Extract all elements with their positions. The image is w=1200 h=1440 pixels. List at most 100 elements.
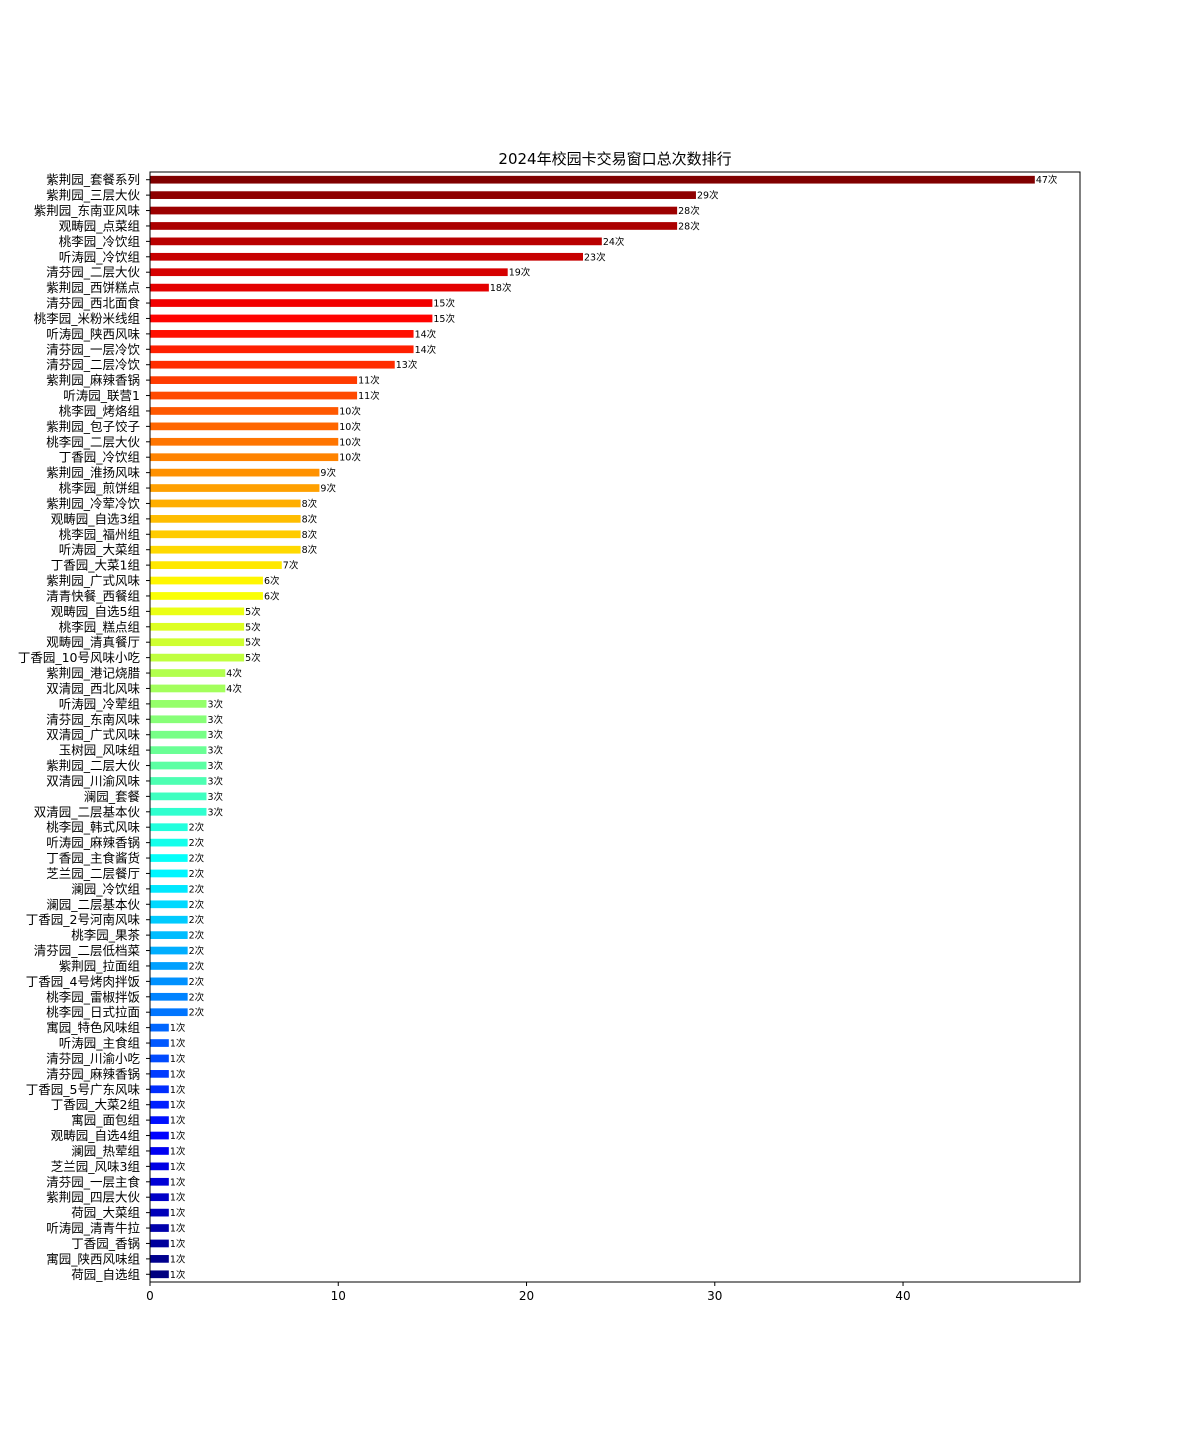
data-label: 2次: [189, 899, 205, 911]
data-label: 2次: [189, 822, 205, 834]
data-label: 5次: [245, 606, 261, 618]
data-label: 5次: [245, 621, 261, 633]
category-label: 双清园_西北风味: [46, 681, 140, 696]
category-label: 寓园_面包组: [71, 1113, 140, 1128]
category-label: 清芬园_西北面食: [46, 296, 140, 311]
bar: [150, 376, 358, 384]
category-label: 清芬园_川渝小吃: [46, 1051, 140, 1066]
data-label: 5次: [245, 637, 261, 649]
data-label: 1次: [170, 1192, 186, 1204]
category-label: 清芬园_二层冷饮: [46, 357, 140, 372]
category-label: 荷园_大菜组: [71, 1205, 140, 1220]
plot-frame: [149, 171, 1081, 1283]
bar: [150, 854, 188, 862]
bar: [150, 777, 207, 785]
bar: [150, 299, 433, 307]
data-label: 1次: [170, 1053, 186, 1065]
category-label: 紫荆园_拉面组: [59, 958, 140, 973]
data-label: 1次: [170, 1207, 186, 1219]
category-label: 观畴园_自选5组: [51, 604, 140, 619]
bar: [150, 453, 339, 462]
data-label: 1次: [170, 1145, 186, 1157]
data-label: 18次: [490, 282, 512, 294]
data-label: 11次: [358, 390, 380, 402]
category-label: 听涛园_清青牛拉: [46, 1221, 140, 1236]
bar: [150, 330, 414, 338]
category-label: 桃李园_韩式风味: [46, 820, 140, 835]
category-label: 听涛园_麻辣香锅: [46, 835, 140, 850]
category-label: 紫荆园_二层大伙: [46, 758, 140, 773]
data-label: 2次: [189, 945, 205, 957]
category-label: 听涛园_陕西风味: [46, 326, 140, 341]
category-label: 玉树园_风味组: [59, 743, 140, 758]
data-label: 2次: [189, 976, 205, 988]
data-label: 3次: [207, 806, 223, 818]
data-label: 10次: [339, 436, 361, 448]
bar: [150, 931, 188, 939]
bar: [150, 792, 207, 801]
data-label: 3次: [207, 729, 223, 741]
bar: [150, 1255, 169, 1263]
bar: [150, 1239, 169, 1248]
category-label: 听涛园_冷荤组: [59, 696, 140, 711]
bar: [150, 1085, 169, 1094]
data-label: 8次: [302, 498, 318, 510]
bar: [150, 314, 433, 323]
bar: [150, 1054, 169, 1063]
category-label: 紫荆园_四层大伙: [46, 1190, 140, 1205]
category-label: 观畴园_自选3组: [51, 511, 140, 526]
category-label: 丁香园_冷饮组: [59, 450, 140, 465]
category-label: 桃李园_二层大伙: [46, 434, 140, 449]
bar: [150, 422, 339, 431]
category-label: 听涛园_大菜组: [59, 542, 140, 557]
category-label: 丁香园_2号河南风味: [26, 912, 141, 927]
bar: [150, 1177, 169, 1186]
bar: [150, 1224, 169, 1232]
data-label: 6次: [264, 590, 280, 602]
category-label: 丁香园_香锅: [71, 1236, 140, 1251]
bar: [150, 977, 188, 986]
category-label: 紫荆园_冷荤冷饮: [46, 496, 140, 511]
category-label: 桃李园_冷饮组: [59, 234, 140, 249]
data-label: 3次: [207, 698, 223, 710]
category-label: 紫荆园_套餐系列: [46, 172, 140, 187]
data-label: 14次: [415, 344, 437, 356]
category-label: 清芬园_麻辣香锅: [46, 1066, 140, 1081]
category-label: 桃李园_福州组: [59, 527, 140, 542]
bar: [150, 730, 207, 739]
data-label: 3次: [207, 745, 223, 757]
category-label: 双清园_广式风味: [46, 727, 140, 742]
bar: [150, 237, 602, 246]
data-label: 9次: [320, 467, 336, 479]
data-label: 1次: [170, 1068, 186, 1080]
category-label: 清青快餐_西餐组: [46, 588, 140, 603]
category-label: 清芬园_二层大伙: [46, 265, 140, 280]
data-label: 15次: [433, 313, 455, 325]
category-label: 清芬园_一层冷饮: [46, 342, 140, 357]
category-label: 丁香园_大菜1组: [51, 558, 140, 573]
category-label: 双清园_二层基本伙: [34, 804, 141, 819]
bar: [150, 1039, 169, 1047]
bar: [150, 869, 188, 878]
category-label: 桃李园_日式拉面: [46, 1005, 140, 1020]
x-tick-label: 0: [146, 1289, 154, 1303]
bar: [150, 1023, 169, 1032]
data-label: 4次: [226, 668, 242, 680]
category-label: 芝兰园_二层餐厅: [46, 866, 140, 881]
bar: [150, 1162, 169, 1171]
bar: [150, 484, 320, 492]
x-tick-label: 20: [519, 1289, 534, 1303]
category-label: 听涛园_主食组: [59, 1036, 140, 1051]
category-label: 桃李园_米粉米线组: [34, 311, 140, 326]
category-label: 丁香园_主食酱货: [46, 851, 140, 866]
data-label: 2次: [189, 868, 205, 880]
category-label: 紫荆园_麻辣香锅: [46, 373, 140, 388]
bar: [150, 515, 301, 523]
data-label: 7次: [283, 560, 299, 572]
data-label: 29次: [697, 190, 719, 202]
data-label: 2次: [189, 930, 205, 942]
data-label: 2次: [189, 837, 205, 849]
category-label: 紫荆园_包子饺子: [46, 419, 140, 434]
bar: [150, 1208, 169, 1217]
bar: [150, 653, 245, 662]
